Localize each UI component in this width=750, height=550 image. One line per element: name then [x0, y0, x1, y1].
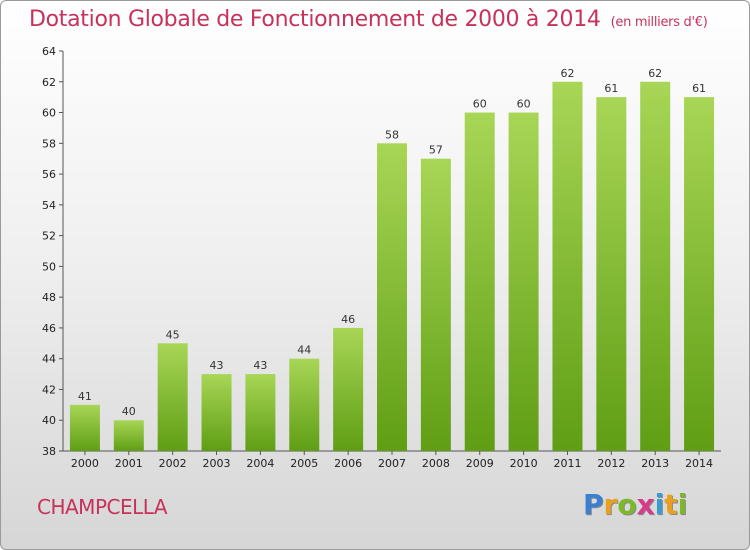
y-tick-label: 64 [42, 45, 56, 58]
commune-name: CHAMPCELLA [37, 495, 168, 519]
y-tick-label: 62 [42, 76, 56, 89]
bar-value-label: 62 [560, 67, 574, 80]
x-tick-label: 2012 [597, 457, 625, 470]
x-tick-label: 2005 [290, 457, 318, 470]
bar [464, 112, 495, 452]
x-tick-label: 2009 [466, 457, 494, 470]
y-tick-label: 44 [42, 353, 56, 366]
y-tick-label: 52 [42, 230, 56, 243]
y-tick-label: 60 [42, 107, 56, 120]
x-tick-label: 2008 [422, 457, 450, 470]
bar-value-label: 61 [692, 82, 706, 95]
axes: 38 40 42 44 46 48 50 52 54 56 58 60 62 64 [42, 45, 721, 458]
bar [640, 81, 671, 452]
bar-value-label: 58 [385, 128, 399, 141]
x-tick-label: 2010 [510, 457, 538, 470]
bar-value-label: 61 [604, 82, 618, 95]
bar-value-label: 60 [473, 98, 487, 111]
logo-letter: i [677, 488, 688, 521]
chart-subtitle: (en milliers d'€) [610, 15, 708, 30]
logo-letter: r [603, 488, 618, 521]
bar-value-label: 62 [648, 67, 662, 80]
logo-letter: x [636, 488, 655, 521]
x-tick-label: 2002 [159, 457, 187, 470]
x-tick-label: 2013 [641, 457, 669, 470]
chart-title: Dotation Globale de Fonctionnement de 20… [29, 7, 708, 32]
y-tick-label: 40 [42, 414, 56, 427]
x-tick-label: 2000 [71, 457, 99, 470]
logo-letter: o [617, 488, 637, 521]
y-tick-label: 38 [42, 445, 56, 458]
bar [508, 112, 539, 452]
bar [333, 327, 364, 451]
y-tick-label: 54 [42, 199, 56, 212]
x-tick-label: 2001 [115, 457, 143, 470]
bar [245, 374, 276, 451]
bar-value-label: 45 [166, 328, 180, 341]
bar-value-label: 43 [210, 359, 224, 372]
bar [596, 97, 627, 452]
y-tick-label: 50 [42, 260, 56, 273]
bar [157, 343, 188, 451]
labels: 41 2000 40 2001 45 2002 43 2003 43 2004 44 2005 46 20… [71, 67, 713, 470]
bar [201, 374, 232, 451]
logo-letter: t [664, 488, 678, 521]
bars [69, 81, 715, 452]
bar [377, 143, 407, 452]
bar [552, 81, 583, 452]
y-tick-label: 42 [42, 383, 56, 396]
bar-value-label: 43 [253, 359, 267, 372]
x-tick-label: 2014 [685, 457, 713, 470]
bar [69, 404, 100, 451]
bar [113, 420, 144, 451]
bar [420, 158, 451, 451]
bar-value-label: 57 [429, 144, 443, 157]
y-tick-label: 48 [42, 291, 56, 304]
bar [289, 358, 320, 451]
x-tick-label: 2011 [553, 457, 581, 470]
bar [684, 97, 715, 452]
y-tick-label: 56 [42, 168, 56, 181]
x-tick-label: 2007 [378, 457, 406, 470]
bar-value-label: 40 [122, 405, 136, 418]
logo-letter: i [654, 488, 665, 521]
proxiti-logo: Proxiti [583, 488, 687, 521]
x-tick-label: 2003 [203, 457, 231, 470]
y-tick-label: 58 [42, 137, 56, 150]
bar-value-label: 41 [78, 390, 92, 403]
x-tick-label: 2006 [334, 457, 362, 470]
bar-value-label: 46 [341, 313, 355, 326]
y-tick-label: 46 [42, 322, 56, 335]
bar-value-label: 60 [517, 98, 531, 111]
x-tick-label: 2004 [246, 457, 274, 470]
bar-value-label: 44 [297, 344, 311, 357]
logo-letter: P [583, 488, 604, 521]
